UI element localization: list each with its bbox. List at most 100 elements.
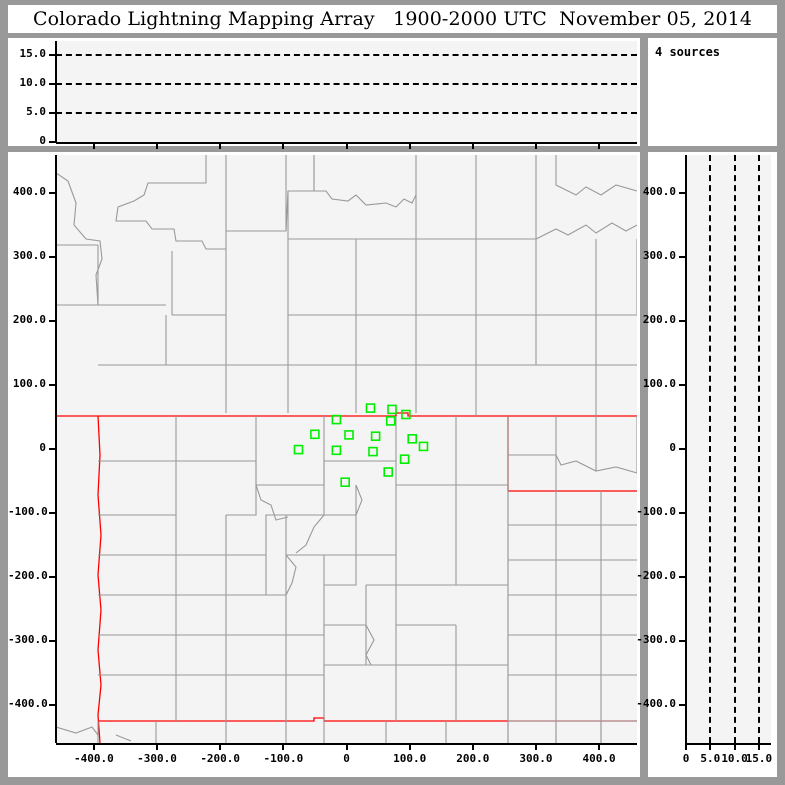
y-axis-tick-label: -100.0 [636,504,676,518]
y-axis-tick [49,384,56,387]
y-axis-tick-label: -300.0 [8,632,48,646]
source-marker [331,414,342,425]
y-axis-tick-label: -200.0 [636,568,676,582]
county-border [115,734,132,742]
altitude-histogram-panel: -400.0 -300.0 -200.0 -100.0 0 100.0 200.0 300.0… [636,152,777,777]
y-axis-tick-label: 300.0 [642,249,676,263]
y-axis-tick [679,256,686,259]
y-axis-tick-label: 0 [39,441,46,454]
x-axis-tick [92,743,95,750]
county-border [56,726,99,736]
y-axis-tick-label: 10.0 [19,76,47,90]
gridline-horizontal [56,83,637,86]
y-axis-tick [49,320,56,323]
x-axis-tick-label: -400.0 [74,752,114,765]
x-axis-tick [471,743,474,750]
x-axis-tick [598,743,601,750]
x-axis-tick [219,743,222,750]
county-border [323,515,357,585]
x-axis-tick-label: 100.0 [393,752,427,765]
y-axis-line [685,155,687,743]
y-axis-tick [679,384,686,387]
y-axis-tick-label: 200.0 [12,313,46,327]
gridline-vertical [709,155,712,743]
x-axis-tick [709,743,712,750]
x-axis-tick-label: 0 [682,752,690,765]
altitude-vs-east-west-panel: 05.010.015.0-400.0-300.0-200.0-100.00100… [8,38,640,164]
y-axis-tick-label: -400.0 [8,696,48,710]
source-marker [310,429,320,440]
source-marker [331,445,342,456]
y-axis-tick [49,511,56,514]
gridline-horizontal [56,54,637,57]
title-bar: Colorado Lightning Mapping Array 1900-20… [8,5,777,33]
source-marker [385,416,396,426]
x-axis-tick [408,142,411,149]
y-axis-tick-label: 400.0 [642,185,676,199]
x-axis-tick [408,743,411,750]
x-axis-tick-label: 400.0 [582,752,616,765]
y-axis-tick-label: 100.0 [12,377,46,391]
county-border [475,239,537,316]
y-axis-tick [49,54,56,57]
x-axis-tick [733,743,736,750]
state-border [98,717,637,722]
y-axis-tick-label: -100.0 [8,504,48,518]
y-axis-line [55,41,57,142]
source-count-panel: 4 sources [648,38,777,146]
altitude-histogram-plot-area [686,155,771,743]
x-axis-tick-label: -300.0 [137,752,177,765]
x-axis-tick-label: -200.0 [200,752,241,765]
county-border [226,461,257,516]
map-plot-area[interactable] [56,155,637,743]
y-axis-tick [679,511,686,514]
y-axis-tick-label: 0 [39,134,46,147]
county-border [555,595,602,636]
y-axis-tick [49,141,56,143]
county-border [255,484,289,521]
y-axis-line [55,155,57,743]
x-axis-tick [219,142,222,149]
y-axis-tick-label: 100.0 [642,377,676,391]
x-axis-tick [156,743,159,750]
source-count-label: 4 sources [655,45,721,59]
x-axis-tick [282,743,285,750]
county-border [323,416,397,485]
county-border [323,585,367,626]
x-axis-tick [534,142,537,149]
x-axis-tick [471,142,474,149]
y-axis-tick [49,575,56,578]
x-axis-tick [92,142,95,149]
y-axis-tick [49,639,56,642]
y-axis-tick [49,256,56,259]
x-axis-tick-label: 200.0 [456,752,490,765]
x-axis-tick [534,743,537,750]
county-border [555,560,602,596]
y-axis-tick-label: 15.0 [19,47,47,61]
y-axis-tick [679,575,686,578]
altitude-vs-east-west-plot-area [56,41,637,142]
county-border [535,222,637,240]
source-marker [401,409,411,420]
x-axis-tick [282,142,285,149]
source-marker [418,441,429,452]
y-axis-tick [679,639,686,642]
x-axis-tick-label: -100.0 [263,752,304,765]
source-marker [344,430,354,440]
y-axis-tick [49,112,56,115]
x-axis-tick [156,142,159,149]
county-border [115,155,226,250]
y-axis-tick-label: -300.0 [636,632,676,646]
county-border [286,625,325,636]
y-axis-tick [49,192,56,195]
source-marker [383,467,394,477]
county-border [555,155,637,196]
county-border [555,635,602,676]
y-axis-tick-label: 5.0 [26,105,46,119]
y-axis-tick-label: 400.0 [12,185,46,199]
source-marker [407,433,418,444]
y-axis-tick [49,83,56,86]
source-markers-layer [293,403,429,488]
county-border [285,554,297,596]
